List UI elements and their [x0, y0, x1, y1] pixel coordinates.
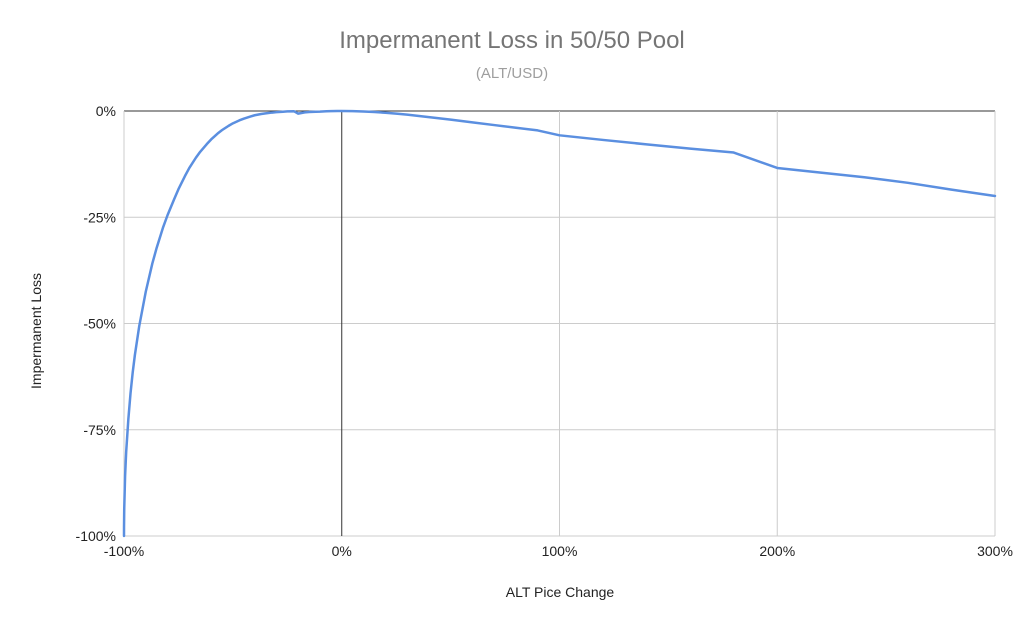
- y-tick-label: -25%: [83, 209, 116, 225]
- chart-subtitle: (ALT/USD): [476, 65, 548, 82]
- data-series: [122, 109, 997, 538]
- x-tick-label: -100%: [104, 543, 144, 559]
- x-tick-label: 300%: [977, 543, 1013, 559]
- x-tick-label: 200%: [759, 543, 795, 559]
- impermanent-loss-line: [122, 109, 997, 538]
- y-tick-label: -50%: [83, 316, 116, 332]
- y-axis-title: Impermanent Loss: [28, 273, 44, 389]
- gridlines: [123, 110, 996, 537]
- tick-labels: 0% -25% -50% -75% -100%-100% 0% 100% 200% 300%: [76, 103, 1013, 559]
- x-tick-label: 100%: [542, 543, 578, 559]
- x-axis-title: ALT Pice Change: [506, 584, 615, 600]
- y-tick-label: -75%: [83, 422, 116, 438]
- chart-title: Impermanent Loss in 50/50 Pool: [339, 27, 685, 54]
- x-tick-label: 0%: [332, 543, 352, 559]
- y-tick-label: -100%: [76, 528, 116, 544]
- y-tick-label: 0%: [96, 103, 116, 119]
